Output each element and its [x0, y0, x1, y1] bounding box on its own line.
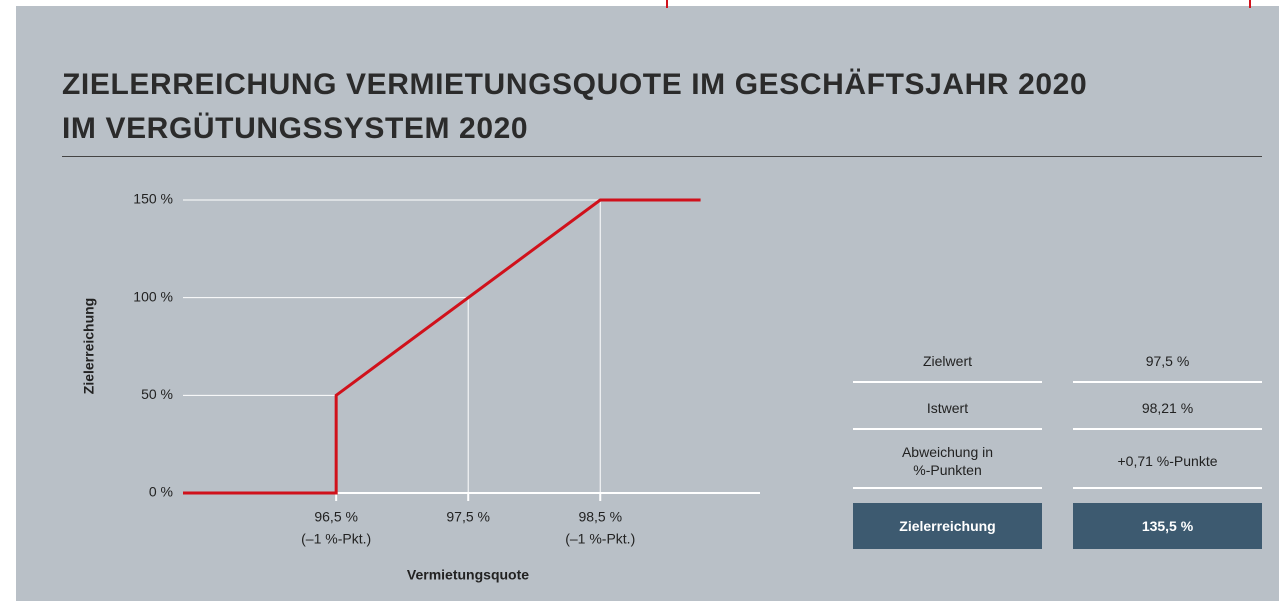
x-tick-label: 97,5 % — [446, 509, 490, 525]
data-line — [183, 198, 701, 495]
row-divider — [853, 428, 1042, 430]
x-tick-sublabel: (–1 %-Pkt.) — [565, 531, 635, 547]
rule — [62, 156, 1262, 157]
row-divider — [853, 487, 1042, 489]
row-divider — [1073, 381, 1262, 383]
table-cell: Istwert — [926, 399, 969, 416]
total-cell: 135,5 % — [1073, 503, 1262, 549]
x-tick-label: 96,5 % — [314, 509, 358, 525]
row-divider — [1073, 487, 1262, 489]
x-tick-label: 98,5 % — [578, 509, 622, 525]
marker — [1249, 0, 1251, 8]
panel — [16, 6, 1279, 601]
table-cell: Abweichung in %-Punkten — [901, 443, 994, 478]
y-axis-label: Zielerreichung — [81, 298, 97, 394]
marker — [666, 0, 668, 8]
x-tick-sublabel: (–1 %-Pkt.) — [301, 531, 371, 547]
table-cell: 98,21 % — [1141, 399, 1194, 416]
table-cell: +0,71 %-Punkte — [1117, 452, 1218, 469]
table-cell: Zielwert — [922, 352, 972, 369]
title: IM VERGÜTUNGSSYSTEM 2020 — [62, 112, 529, 145]
row-divider — [853, 381, 1042, 383]
row-divider — [1073, 428, 1262, 430]
y-tick-label: 150 % — [133, 191, 173, 207]
y-tick-label: 50 % — [141, 386, 173, 402]
total-cell: Zielerreichung — [853, 503, 1042, 549]
x-axis-label: Vermietungsquote — [407, 567, 529, 583]
table-cell: 97,5 % — [1145, 352, 1190, 369]
title: ZIELERREICHUNG VERMIETUNGSQUOTE IM GESCH… — [62, 68, 1088, 101]
y-tick-label: 0 % — [149, 484, 173, 500]
y-tick-label: 100 % — [133, 288, 173, 304]
